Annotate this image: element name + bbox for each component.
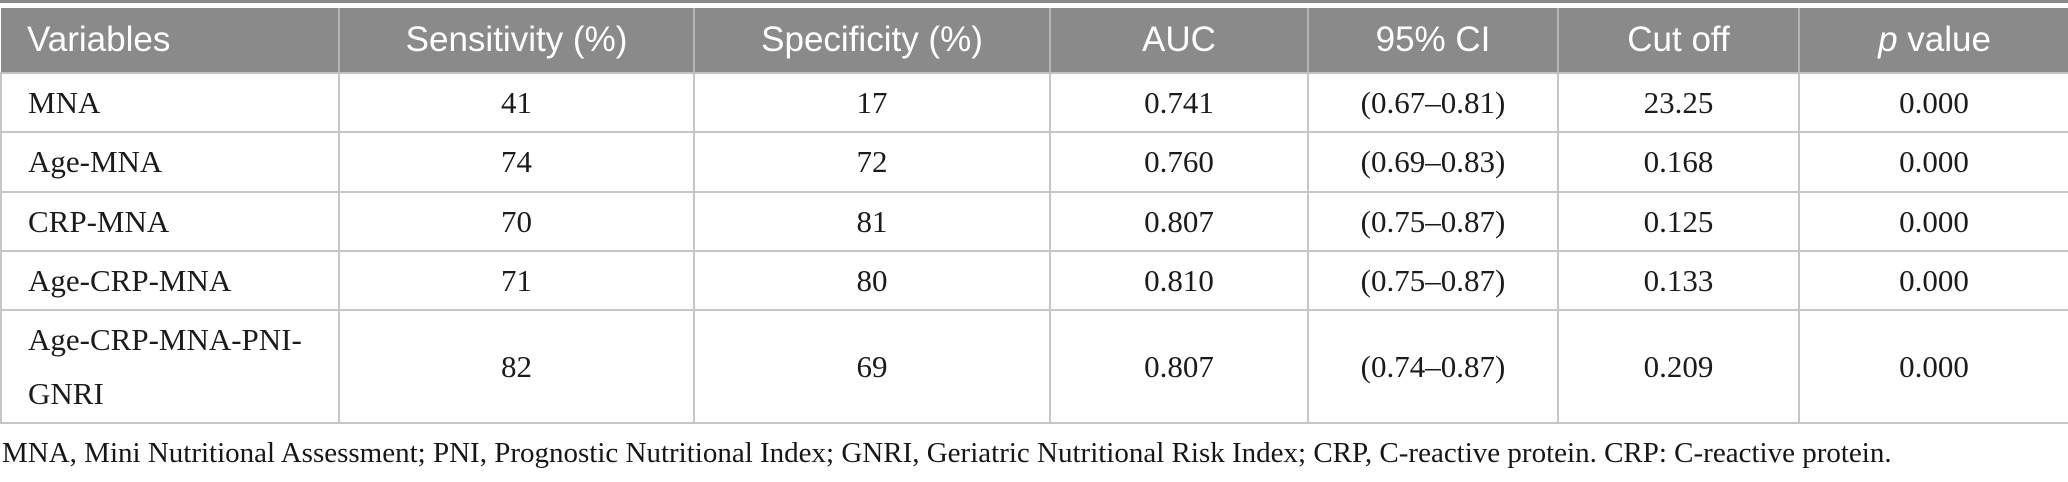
row-variable-cell: MNA [0,71,340,134]
header-sensitivity: Sensitivity (%) [338,8,695,74]
table-cell: 0.000 [1798,190,2068,252]
table-cell: 70 [338,190,695,252]
table-cell: 0.168 [1557,131,1800,193]
header-variables: Variables [1,8,340,74]
table-cell: 41 [338,71,695,134]
table-cell: 23.25 [1557,71,1800,134]
header-95ci: 95% CI [1307,8,1559,74]
row-variable-cell: CRP-MNA [0,190,340,252]
table-footnote: MNA, Mini Nutritional Assessment; PNI, P… [2,436,1892,469]
table-row: Age-MNA 74 72 0.760 (0.69–0.83) 0.168 0.000 [0,131,2068,193]
table-row: MNA 41 17 0.741 (0.67–0.81) 23.25 0.000 [0,71,2068,134]
table-cell: 0.133 [1557,249,1800,312]
header-cutoff: Cut off [1557,8,1800,74]
table-cell: (0.69–0.83) [1307,131,1559,193]
table-cell: 71 [338,249,695,312]
row-variable-cell: Age-CRP-MNA-PNI-GNRI [0,309,340,424]
table-cell: 0.741 [1049,71,1309,134]
row-variable-cell: Age-CRP-MNA [0,249,340,312]
header-specificity: Specificity (%) [693,8,1051,74]
table-cell: 0.000 [1798,309,2068,424]
table-cell: 0.125 [1557,190,1800,252]
table-body: MNA 41 17 0.741 (0.67–0.81) 23.25 0.000 Age-MNA… [0,71,2068,424]
table-cell: 72 [693,131,1051,193]
results-table: Variables Sensitivity (%) Specificity (%… [0,8,2068,424]
table-top-rule [0,0,2068,3]
table-cell: 69 [693,309,1051,424]
table-cell: (0.75–0.87) [1307,190,1559,252]
table-cell: 0.807 [1049,309,1309,424]
table-cell: 74 [338,131,695,193]
table-cell: (0.75–0.87) [1307,249,1559,312]
table-cell: 81 [693,190,1051,252]
table-cell: 0.810 [1049,249,1309,312]
row-variable-cell: Age-MNA [0,131,340,193]
table-cell: 0.807 [1049,190,1309,252]
table-cell: 0.209 [1557,309,1800,424]
table-row: Age-CRP-MNA 71 80 0.810 (0.75–0.87) 0.133 0.00… [0,249,2068,312]
table-row: Age-CRP-MNA-PNI-GNRI 82 69 0.807 (0.74–0.87)… [0,309,2068,424]
p-value-rest: value [1897,20,1991,59]
table-cell: 0.000 [1798,131,2068,193]
table-cell: 80 [693,249,1051,312]
table-cell: 0.000 [1798,71,2068,134]
p-value-italic-p: p [1878,20,1898,59]
header-auc: AUC [1049,8,1309,74]
table-cell: 0.760 [1049,131,1309,193]
table-cell: 17 [693,71,1051,134]
table-cell: (0.67–0.81) [1307,71,1559,134]
table-cell: 0.000 [1798,249,2068,312]
table-header: Variables Sensitivity (%) Specificity (%… [1,8,2068,74]
header-pvalue: p value [1798,8,2068,74]
header-row: Variables Sensitivity (%) Specificity (%… [1,8,2068,74]
table-cell: 82 [338,309,695,424]
table-cell: (0.74–0.87) [1307,309,1559,424]
table-row: CRP-MNA 70 81 0.807 (0.75–0.87) 0.125 0.000 [0,190,2068,252]
